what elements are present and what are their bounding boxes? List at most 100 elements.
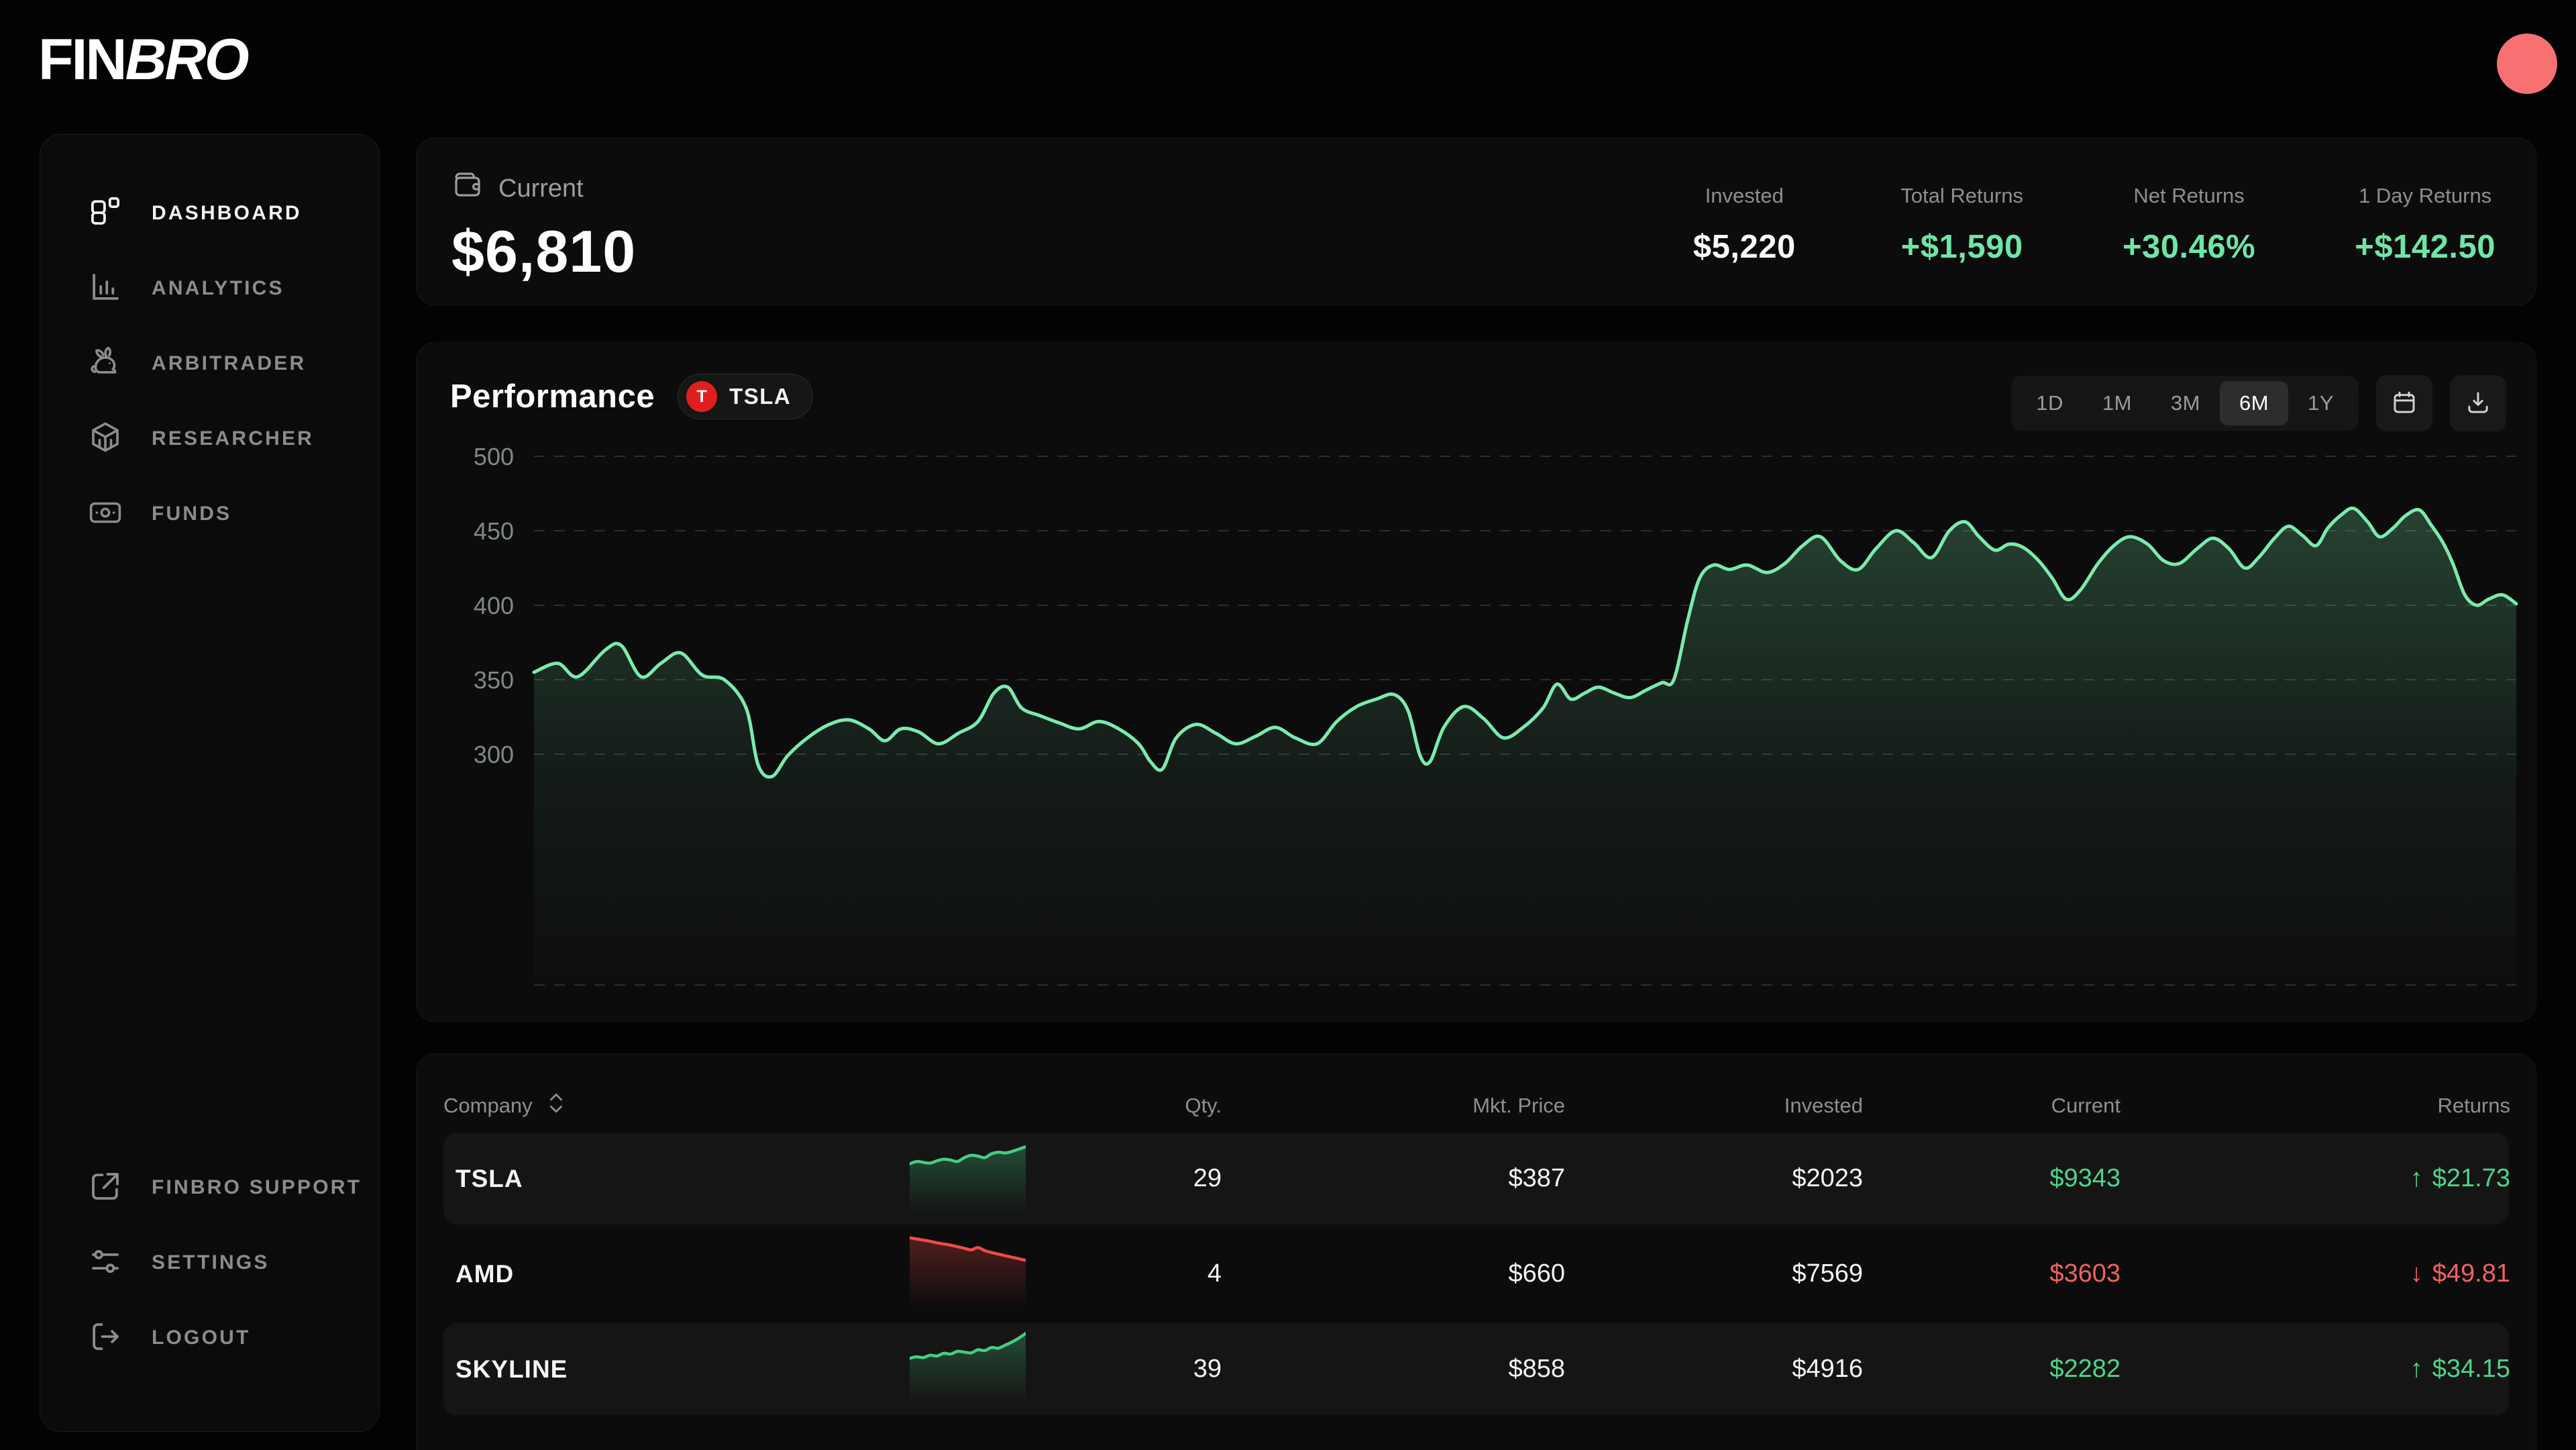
banknote-icon xyxy=(87,495,123,534)
download-button[interactable] xyxy=(2450,375,2506,431)
stat-label: Total Returns xyxy=(1900,184,2023,207)
current-balance-block: Current $6,810 xyxy=(451,169,636,305)
bar-chart-icon xyxy=(87,269,123,309)
range-3m-button[interactable]: 3M xyxy=(2151,381,2220,425)
invested-cell: $4916 xyxy=(1792,1355,1863,1383)
stat-1day-returns: 1 Day Returns +$142.50 xyxy=(2355,184,2496,305)
company-cell: TSLA xyxy=(455,1164,523,1192)
sparkline-cell xyxy=(910,1228,1026,1320)
chart-controls: 1D 1M 3M 6M 1Y xyxy=(2011,375,2506,431)
sidebar-item-label: FUNDS xyxy=(152,503,232,525)
mkt-price-cell: $387 xyxy=(1508,1164,1565,1192)
top-bar: FINBRO xyxy=(0,0,2576,127)
stat-value: +30.46% xyxy=(2122,229,2256,265)
svg-text:400: 400 xyxy=(474,592,514,619)
cube-icon xyxy=(87,419,123,459)
stat-total-returns: Total Returns +$1,590 xyxy=(1900,184,2023,305)
performance-title: Performance xyxy=(450,378,655,415)
mkt-price-cell: $858 xyxy=(1508,1355,1565,1383)
calendar-button[interactable] xyxy=(2376,375,2432,431)
sidebar-item-label: RESEARCHER xyxy=(152,427,315,450)
ticker-badge[interactable]: T TSLA xyxy=(678,374,814,419)
svg-text:450: 450 xyxy=(474,517,514,545)
invested-cell: $2023 xyxy=(1792,1164,1863,1192)
summary-card: Current $6,810 Invested $5,220 Total Ret… xyxy=(416,138,2536,305)
up-arrow-icon: ↑ xyxy=(2410,1355,2423,1383)
range-1d-button[interactable]: 1D xyxy=(2017,381,2083,425)
external-link-icon xyxy=(87,1168,123,1208)
sidebar-item-researcher[interactable]: RESEARCHER xyxy=(87,417,379,461)
skyline-sparkline xyxy=(910,1332,1026,1415)
brand-logo-bro: BRO xyxy=(125,28,250,92)
range-selector: 1D 1M 3M 6M 1Y xyxy=(2011,376,2359,431)
stat-net-returns: Net Returns +30.46% xyxy=(2123,184,2255,305)
down-arrow-icon: ↓ xyxy=(2410,1259,2423,1288)
ticker-logo: T xyxy=(686,381,718,412)
wallet-icon xyxy=(451,169,484,208)
current-cell: $9343 xyxy=(2049,1164,2121,1192)
table-row-tsla[interactable]: TSLA 29 $387 $2023 $9343 ↑ $21.73 xyxy=(443,1133,2510,1225)
brand-logo-fin: FIN xyxy=(38,28,127,92)
sidebar-item-label: DASHBOARD xyxy=(152,202,302,224)
range-6m-button[interactable]: 6M xyxy=(2220,381,2289,425)
rabbit-icon xyxy=(87,344,123,384)
stat-value: $5,220 xyxy=(1693,229,1796,265)
mkt-price-cell: $660 xyxy=(1508,1259,1565,1288)
tsla-sparkline xyxy=(910,1145,1026,1225)
company-cell: AMD xyxy=(455,1259,515,1288)
sidebar-item-label: FINBRO SUPPORT xyxy=(152,1176,362,1198)
sidebar-item-arbitrader[interactable]: ARBITRADER xyxy=(87,342,379,386)
column-header-returns: Returns xyxy=(2437,1094,2510,1117)
invested-cell: $7569 xyxy=(1792,1259,1863,1288)
holdings-table: Company Qty. Mkt. Price Invested Current… xyxy=(416,1053,2536,1450)
sidebar-item-funds[interactable]: FUNDS xyxy=(87,492,379,536)
column-header-current: Current xyxy=(2051,1094,2121,1117)
table-row-skyline[interactable]: SKYLINE 39 $858 $4916 $2282 ↑ $34.15 xyxy=(443,1323,2510,1415)
returns-cell: ↑ $21.73 xyxy=(2410,1164,2510,1192)
column-header-company[interactable]: Company xyxy=(443,1092,910,1120)
sidebar-item-logout[interactable]: LOGOUT xyxy=(87,1316,379,1360)
sidebar-item-analytics[interactable]: ANALYTICS xyxy=(87,266,379,311)
range-1m-button[interactable]: 1M xyxy=(2083,381,2151,425)
sort-icon xyxy=(546,1092,566,1120)
stat-invested: Invested $5,220 xyxy=(1687,184,1801,305)
current-label: Current xyxy=(498,174,584,203)
sidebar-item-dashboard[interactable]: DASHBOARD xyxy=(87,191,379,236)
svg-text:300: 300 xyxy=(474,741,514,768)
current-value: $6,810 xyxy=(451,218,637,284)
sidebar-item-label: ARBITRADER xyxy=(152,352,307,374)
stat-label: Net Returns xyxy=(2133,184,2245,207)
summary-stats: Invested $5,220 Total Returns +$1,590 Ne… xyxy=(1687,169,2496,305)
brand-logo: FINBRO xyxy=(38,27,250,93)
sidebar-footer: FINBRO SUPPORT SETTINGS LOGOUT xyxy=(40,1166,379,1391)
sidebar-item-settings[interactable]: SETTINGS xyxy=(87,1241,379,1285)
qty-cell: 29 xyxy=(1193,1164,1222,1192)
up-arrow-icon: ↑ xyxy=(2410,1164,2423,1192)
calendar-icon xyxy=(2390,389,2418,419)
returns-cell: ↑ $34.15 xyxy=(2410,1355,2510,1383)
qty-cell: 4 xyxy=(1207,1259,1222,1288)
sidebar: DASHBOARD ANALYTICS ARBITRADER RESEARCHE… xyxy=(40,134,380,1432)
profile-avatar[interactable] xyxy=(2497,34,2557,94)
table-row-amd[interactable]: AMD 4 $660 $7569 $3603 ↓ $49.81 xyxy=(443,1228,2510,1320)
sidebar-item-label: ANALYTICS xyxy=(152,277,284,299)
stat-value: +$142.50 xyxy=(2355,229,2496,265)
sidebar-item-label: LOGOUT xyxy=(152,1327,251,1349)
svg-text:350: 350 xyxy=(474,666,514,694)
company-cell: SKYLINE xyxy=(455,1355,568,1383)
table-header-row: Company Qty. Mkt. Price Invested Current… xyxy=(443,1082,2510,1129)
current-cell: $2282 xyxy=(2049,1355,2121,1383)
stat-label: Invested xyxy=(1705,184,1784,207)
performance-area-chart: 500 450 400 350 300 xyxy=(474,443,2518,986)
range-1y-button[interactable]: 1Y xyxy=(2288,381,2353,425)
sidebar-nav: DASHBOARD ANALYTICS ARBITRADER RESEARCHE… xyxy=(40,191,379,567)
sidebar-item-finbro-support[interactable]: FINBRO SUPPORT xyxy=(87,1166,379,1210)
stat-label: 1 Day Returns xyxy=(2359,184,2492,207)
column-header-qty: Qty. xyxy=(1185,1094,1222,1117)
stat-value: +$1,590 xyxy=(1900,229,2023,265)
sliders-icon xyxy=(87,1243,123,1283)
performance-card: Performance T TSLA 1D 1M 3M 6M 1Y 500 450… xyxy=(416,342,2536,1022)
column-header-mkt-price: Mkt. Price xyxy=(1472,1094,1565,1117)
column-header-invested: Invested xyxy=(1784,1094,1863,1117)
download-icon xyxy=(2464,389,2492,419)
